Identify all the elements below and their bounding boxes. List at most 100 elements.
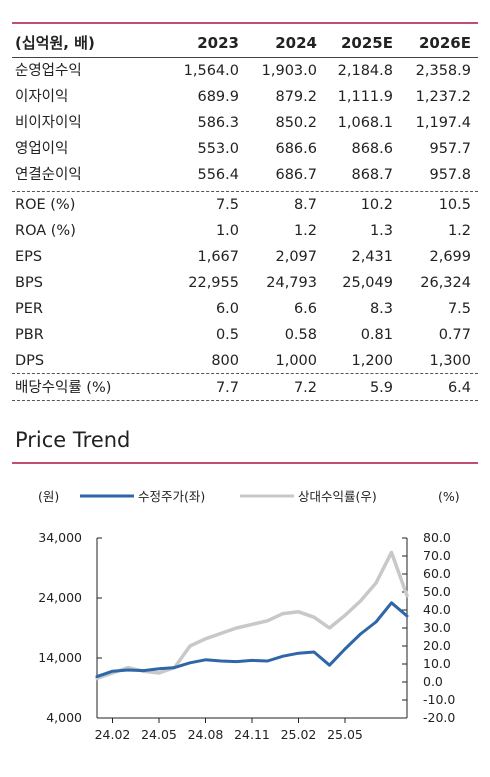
row-value: 25,049 <box>342 275 393 291</box>
table-row: EPS 1,667 2,097 2,431 2,699 <box>0 244 490 270</box>
row-value: 689.9 <box>197 89 239 105</box>
row-value: 1,300 <box>429 353 471 369</box>
row-value: 1.0 <box>215 223 239 239</box>
row-value: 1,068.1 <box>337 115 393 131</box>
row-value: 26,324 <box>420 275 471 291</box>
right-axis-unit: (%) <box>438 489 460 504</box>
left-tick-label: 14,000 <box>38 650 82 665</box>
row-value: 6.6 <box>293 301 317 317</box>
header-col-2023: 2023 <box>197 34 239 52</box>
row-value: 22,955 <box>188 275 239 291</box>
row-value: 957.7 <box>429 141 471 157</box>
price-trend-title: Price Trend <box>15 428 131 452</box>
row-label: 이자이익 <box>15 89 69 105</box>
right-tick-label: 70.0 <box>423 548 451 563</box>
table-row: PBR 0.5 0.58 0.81 0.77 <box>0 322 490 348</box>
row-value: 7.5 <box>447 301 471 317</box>
row-value: 1,667 <box>197 249 239 265</box>
row-value: 0.81 <box>360 327 393 343</box>
left-tick-label: 34,000 <box>38 530 82 545</box>
row-value: 868.7 <box>351 167 393 183</box>
table-row: 연결순이익 556.4 686.7 868.7 957.8 <box>0 162 490 188</box>
right-tick-label: 50.0 <box>423 584 451 599</box>
right-tick-label: -20.0 <box>423 710 455 725</box>
row-value: 6.4 <box>447 380 471 396</box>
row-value: 1,200 <box>351 353 393 369</box>
section-divider <box>12 373 478 374</box>
row-value: 10.5 <box>438 197 471 213</box>
row-label: 순영업수익 <box>15 63 82 79</box>
right-tick-label: 30.0 <box>423 620 451 635</box>
row-value: 553.0 <box>197 141 239 157</box>
row-value: 686.6 <box>275 141 317 157</box>
header-col-2025e: 2025E <box>341 34 393 52</box>
row-value: 2,184.8 <box>337 63 393 79</box>
row-value: 8.3 <box>369 301 393 317</box>
row-value: 1,000 <box>275 353 317 369</box>
row-value: 7.5 <box>215 197 239 213</box>
row-value: 1,197.4 <box>415 115 471 131</box>
row-value: 1,903.0 <box>261 63 317 79</box>
header-col-2024: 2024 <box>275 34 317 52</box>
row-label: 영업이익 <box>15 141 69 157</box>
section-divider <box>12 191 478 192</box>
row-value: 6.0 <box>215 301 239 317</box>
row-label: 배당수익률 (%) <box>15 380 112 396</box>
legend-label-price: 수정주가(좌) <box>138 489 205 504</box>
header-col-2026e: 2026E <box>419 34 471 52</box>
legend-label-relative: 상대수익률(우) <box>298 489 377 504</box>
table-row: 이자이익 689.9 879.2 1,111.9 1,237.2 <box>0 84 490 110</box>
right-tick-label: 40.0 <box>423 602 451 617</box>
row-value: 1.3 <box>369 223 393 239</box>
x-tick-label: 24.02 <box>95 727 131 742</box>
table-row: 비이자이익 586.3 850.2 1,068.1 1,197.4 <box>0 110 490 136</box>
row-value: 686.7 <box>275 167 317 183</box>
row-value: 10.2 <box>360 197 393 213</box>
table-row: 순영업수익 1,564.0 1,903.0 2,184.8 2,358.9 <box>0 58 490 84</box>
row-value: 2,097 <box>275 249 317 265</box>
x-tick-label: 25.05 <box>327 727 363 742</box>
right-tick-label: 60.0 <box>423 566 451 581</box>
row-label: PBR <box>15 327 44 343</box>
price-trend-chart: (원) 수정주가(좌) 상대수익률(우) (%) 34,000 24,000 14,… <box>38 489 460 742</box>
row-label: DPS <box>15 353 45 369</box>
right-tick-label: 20.0 <box>423 638 451 653</box>
table-row: DPS 800 1,000 1,200 1,300 <box>0 348 490 374</box>
row-value: 868.6 <box>351 141 393 157</box>
right-tick-label: 0.0 <box>423 674 443 689</box>
row-value: 7.7 <box>215 380 239 396</box>
header-divider <box>12 57 478 58</box>
left-axis-unit: (원) <box>38 489 59 504</box>
table-row: ROE (%) 7.5 8.7 10.2 10.5 <box>0 192 490 218</box>
row-value: 800 <box>211 353 239 369</box>
table-bottom-divider <box>12 400 478 401</box>
row-value: 5.9 <box>369 380 393 396</box>
row-value: 1,111.9 <box>337 89 393 105</box>
series-line-price <box>95 601 409 679</box>
header-label: (십억원, 배) <box>15 34 95 52</box>
row-value: 2,358.9 <box>415 63 471 79</box>
row-value: 24,793 <box>266 275 317 291</box>
x-tick-label: 24.11 <box>234 727 270 742</box>
left-tick-label: 24,000 <box>38 590 82 605</box>
right-tick-label: 10.0 <box>423 656 451 671</box>
table-row: ROA (%) 1.0 1.2 1.3 1.2 <box>0 218 490 244</box>
table-row: PER 6.0 6.6 8.3 7.5 <box>0 296 490 322</box>
row-label: ROE (%) <box>15 197 76 213</box>
row-value: 7.2 <box>293 380 317 396</box>
row-value: 0.58 <box>284 327 317 343</box>
row-value: 2,699 <box>429 249 471 265</box>
row-label: EPS <box>15 249 43 265</box>
row-value: 0.5 <box>215 327 239 343</box>
x-tick-label: 24.05 <box>141 727 177 742</box>
table-row: 영업이익 553.0 686.6 868.6 957.7 <box>0 136 490 162</box>
row-label: PER <box>15 301 43 317</box>
row-value: 957.8 <box>429 167 471 183</box>
row-label: 연결순이익 <box>15 167 82 183</box>
table-row: BPS 22,955 24,793 25,049 26,324 <box>0 270 490 296</box>
x-tick-label: 25.02 <box>281 727 317 742</box>
row-value: 1,564.0 <box>183 63 239 79</box>
table-top-rule <box>12 22 478 24</box>
row-value: 586.3 <box>197 115 239 131</box>
row-value: 1,237.2 <box>415 89 471 105</box>
